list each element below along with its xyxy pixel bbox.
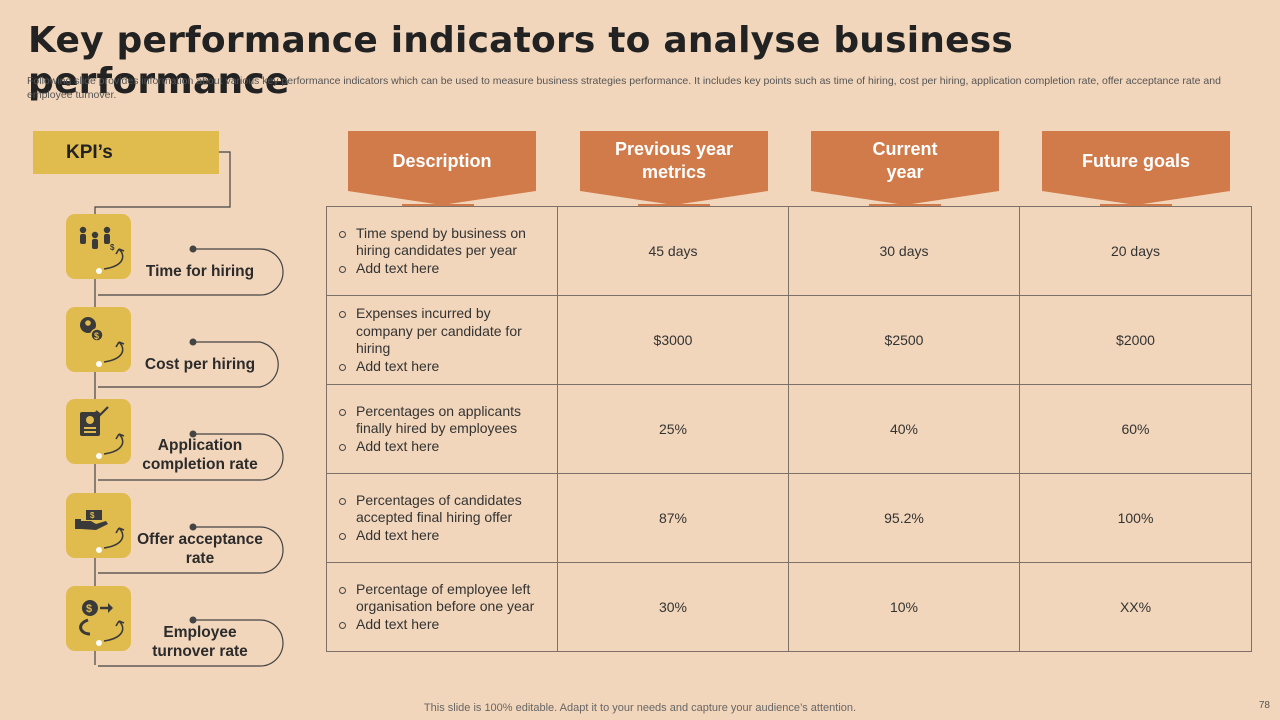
column-header-label: Previous year metrics	[614, 139, 734, 182]
current-year-cell: $2500	[788, 295, 1020, 385]
future-goal-cell: 100%	[1019, 473, 1252, 563]
column-header-label: Description	[392, 150, 492, 171]
column-header-previous-year-metrics: Previous year metrics	[580, 131, 768, 206]
application-document-icon	[66, 399, 131, 464]
kpi-label-application-completion-rate: Application completion rate	[142, 437, 258, 473]
future-goal-cell: 60%	[1019, 384, 1252, 474]
svg-text:$: $	[110, 243, 115, 252]
column-header-description: Description	[348, 131, 536, 206]
person-dollar-icon: $	[66, 307, 131, 372]
future-goal-cell: $2000	[1019, 295, 1252, 385]
description-cell: Percentage of employee left organisation…	[326, 562, 558, 652]
table-row: Percentages on applicants finally hired …	[326, 384, 1252, 474]
description-cell: Expenses incurred by company per candida…	[326, 295, 558, 385]
description-cell: Percentages on applicants finally hired …	[326, 384, 558, 474]
previous-year-cell: 87%	[557, 473, 789, 563]
kpi-label-employee-turnover-rate: Employee turnover rate	[152, 624, 248, 660]
description-bullet: Percentage of employee left organisation…	[339, 581, 547, 616]
future-goal-cell: 20 days	[1019, 206, 1252, 296]
description-bullet: Time spend by business on hiring candida…	[339, 225, 547, 260]
hand-offer-icon: $	[66, 493, 131, 558]
current-year-cell: 30 days	[788, 206, 1020, 296]
svg-text:$: $	[90, 511, 95, 520]
current-year-cell: 10%	[788, 562, 1020, 652]
slide-title: Key performance indicators to analyse bu…	[28, 20, 1013, 102]
previous-year-cell: $3000	[557, 295, 789, 385]
page-number: 78	[1258, 700, 1270, 711]
description-bullet: Add text here	[339, 527, 547, 545]
column-header-future-goals: Future goals	[1042, 131, 1230, 206]
current-year-cell: 40%	[788, 384, 1020, 474]
footer-note: This slide is 100% editable. Adapt it to…	[423, 702, 857, 714]
previous-year-cell: 30%	[557, 562, 789, 652]
svg-text:$: $	[94, 331, 99, 341]
kpi-label-cost-per-hiring: Cost per hiring	[144, 356, 256, 373]
description-cell: Percentages of candidates accepted final…	[326, 473, 558, 563]
description-bullet: Add text here	[339, 616, 547, 634]
dollar-turnover-icon: $	[66, 586, 131, 651]
previous-year-cell: 45 days	[557, 206, 789, 296]
column-header-current-year: Current year	[811, 131, 999, 206]
people-hiring-icon: $	[66, 214, 131, 279]
description-bullet: Add text here	[339, 260, 547, 278]
kpi-header: KPI’s	[33, 131, 219, 174]
column-header-label: Current year	[872, 139, 938, 182]
kpi-label-offer-acceptance-rate: Offer acceptance rate	[137, 531, 263, 567]
kpi-table: Time spend by business on hiring candida…	[326, 206, 1252, 652]
table-row: Percentage of employee left organisation…	[326, 562, 1252, 652]
table-row: Time spend by business on hiring candida…	[326, 206, 1252, 296]
kpi-label-time-for-hiring: Time for hiring	[145, 263, 255, 280]
description-cell: Time spend by business on hiring candida…	[326, 206, 558, 296]
description-bullet: Add text here	[339, 358, 547, 376]
description-bullet: Percentages on applicants finally hired …	[339, 403, 547, 438]
slide-subtitle: Following slide provides information abo…	[27, 75, 1221, 101]
future-goal-cell: XX%	[1019, 562, 1252, 652]
svg-text:$: $	[86, 603, 92, 615]
description-bullet: Add text here	[339, 438, 547, 456]
description-bullet: Expenses incurred by company per candida…	[339, 305, 547, 358]
description-bullet: Percentages of candidates accepted final…	[339, 492, 547, 527]
column-header-label: Future goals	[1081, 150, 1190, 171]
current-year-cell: 95.2%	[788, 473, 1020, 563]
table-row: Expenses incurred by company per candida…	[326, 295, 1252, 385]
previous-year-cell: 25%	[557, 384, 789, 474]
table-row: Percentages of candidates accepted final…	[326, 473, 1252, 563]
